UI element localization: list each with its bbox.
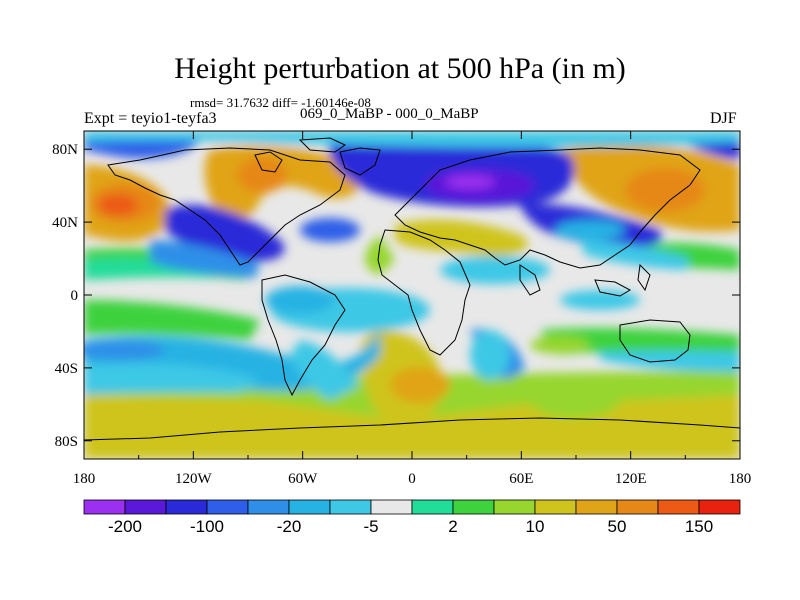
rmsd-diff-stats: rmsd= 31.7632 diff= -1.60146e-08 <box>190 95 371 110</box>
colorbar-label: 2 <box>448 517 457 536</box>
coastlines <box>84 137 740 441</box>
colorbar-label: -5 <box>363 517 378 536</box>
y-axis: 80N 40N 0 40S 80S <box>52 142 740 450</box>
x-tick-label: 60E <box>509 471 533 487</box>
y-tick-label: 40N <box>52 215 78 231</box>
y-tick-label: 80S <box>55 434 78 450</box>
y-tick-label: 80N <box>52 142 78 158</box>
colorbar-swatch <box>329 499 372 515</box>
colorbar-swatch <box>124 499 167 515</box>
colorbar-labels: -200 -100 -20 -5 2 10 50 150 <box>108 517 713 536</box>
colorbar-swatch <box>698 499 741 515</box>
colorbar-label: -20 <box>277 517 302 536</box>
x-tick-label: 120W <box>175 471 213 487</box>
experiment-label: Expt = teyio1-teyfa3 <box>84 110 217 127</box>
colorbar-swatch <box>534 499 577 515</box>
colorbar-swatch <box>616 499 659 515</box>
colorbar-swatch <box>411 499 454 515</box>
colorbar-label: 50 <box>608 517 627 536</box>
colorbar-swatch <box>370 499 413 515</box>
colorbar-swatch <box>657 499 700 515</box>
x-axis: 180 120W 60W 0 60E 120E 180 <box>73 131 752 487</box>
x-tick-label: 0 <box>408 471 416 487</box>
colorbar-swatch <box>575 499 618 515</box>
colorbar-swatch <box>452 499 495 515</box>
colorbar <box>83 499 741 515</box>
season-label: DJF <box>710 110 737 127</box>
colorbar-swatch <box>165 499 208 515</box>
x-tick-label: 120E <box>615 471 647 487</box>
experiment-subtitle: 069_0_MaBP - 000_0_MaBP <box>300 106 479 122</box>
colorbar-swatch <box>247 499 290 515</box>
x-tick-label: 60W <box>288 471 318 487</box>
x-tick-label: 180 <box>729 471 752 487</box>
colorbar-label: 150 <box>685 517 713 536</box>
colorbar-swatch <box>288 499 331 515</box>
height-perturbation-field <box>84 131 740 459</box>
y-tick-label: 40S <box>55 361 78 377</box>
colorbar-label: 10 <box>526 517 545 536</box>
colorbar-label: -100 <box>190 517 224 536</box>
colorbar-swatch <box>493 499 536 515</box>
colorbar-swatch <box>83 499 126 515</box>
x-tick-label: 180 <box>73 471 96 487</box>
colorbar-swatch <box>206 499 249 515</box>
plot-title: Height perturbation at 500 hPa (in m) <box>174 52 626 85</box>
y-tick-label: 0 <box>71 288 79 304</box>
colorbar-label: -200 <box>108 517 142 536</box>
